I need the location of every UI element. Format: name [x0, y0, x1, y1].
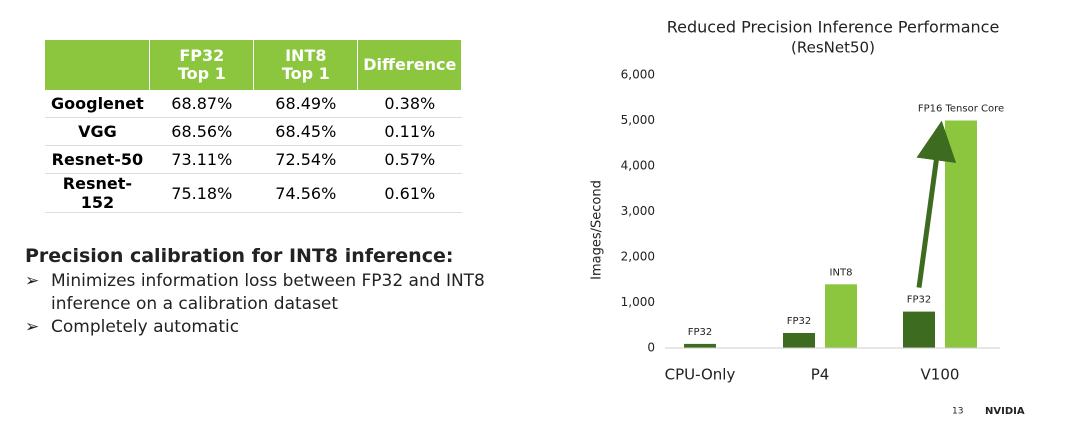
bar-label: FP32 [907, 295, 932, 306]
cell: 72.54% [253, 145, 358, 174]
chart-subtitle: (ResNet50) [791, 39, 875, 57]
table-row: Googlenet 68.87% 68.49% 0.38% [45, 90, 462, 118]
bullet: Completely automatic [25, 316, 515, 339]
y-tick-label: 2,000 [621, 250, 655, 264]
header-cell: Difference [357, 40, 463, 90]
bullet: Minimizes information loss between FP32 … [25, 270, 515, 316]
cell: 75.18% [149, 173, 254, 213]
cell: 0.57% [357, 145, 462, 174]
bar [825, 284, 857, 348]
accuracy-table: FP32 Top 1 INT8 Top 1 Difference Googlen… [45, 40, 463, 213]
cell: 68.45% [253, 117, 358, 146]
cell: 73.11% [149, 145, 254, 174]
bar [783, 332, 815, 348]
cell: 74.56% [253, 173, 358, 213]
bar [945, 120, 977, 348]
y-axis-label: Images/Second [590, 180, 605, 280]
cell: 0.11% [357, 117, 462, 146]
cell: 68.87% [149, 90, 254, 118]
row-name: Resnet-152 [45, 173, 150, 213]
speedup-arrow [916, 120, 957, 288]
table-row: Resnet-50 73.11% 72.54% 0.57% [45, 145, 462, 174]
bar-label: INT8 [830, 267, 853, 278]
y-tick-label: 1,000 [621, 295, 655, 309]
page-number: 13 [952, 407, 963, 417]
bar [903, 311, 935, 348]
cell: 68.49% [253, 90, 358, 118]
corner-cell [45, 40, 151, 90]
bar-label: FP16 Tensor Core [918, 104, 1004, 115]
bar-label: FP32 [787, 316, 812, 327]
y-tick-label: 3,000 [621, 204, 655, 218]
x-tick-label: V100 [921, 366, 960, 384]
row-name: Googlenet [45, 90, 150, 118]
row-name: Resnet-50 [45, 145, 150, 174]
heading: Precision calibration for INT8 inference… [25, 245, 454, 267]
bullet-list: Minimizes information loss between FP32 … [25, 270, 515, 339]
header-cell: INT8 Top 1 [253, 40, 359, 90]
bar-label: FP32 [688, 327, 713, 338]
y-tick-label: 5,000 [621, 113, 655, 127]
y-tick-label: 6,000 [621, 68, 655, 82]
y-tick-label: 0 [647, 341, 655, 355]
x-tick-label: P4 [811, 366, 830, 384]
table-row: VGG 68.56% 68.45% 0.11% [45, 117, 462, 146]
row-name: VGG [45, 117, 150, 146]
bar [684, 343, 716, 348]
y-tick-label: 4,000 [621, 159, 655, 173]
x-tick-label: CPU-Only [665, 366, 736, 384]
brand: NVIDIA [985, 406, 1025, 417]
table-row: Resnet-152 75.18% 74.56% 0.61% [45, 173, 462, 213]
chart-title: Reduced Precision Inference Performance [667, 18, 1000, 37]
cell: 0.38% [357, 90, 462, 118]
cell: 0.61% [357, 173, 462, 213]
cell: 68.56% [149, 117, 254, 146]
header-cell: FP32 Top 1 [149, 40, 255, 90]
